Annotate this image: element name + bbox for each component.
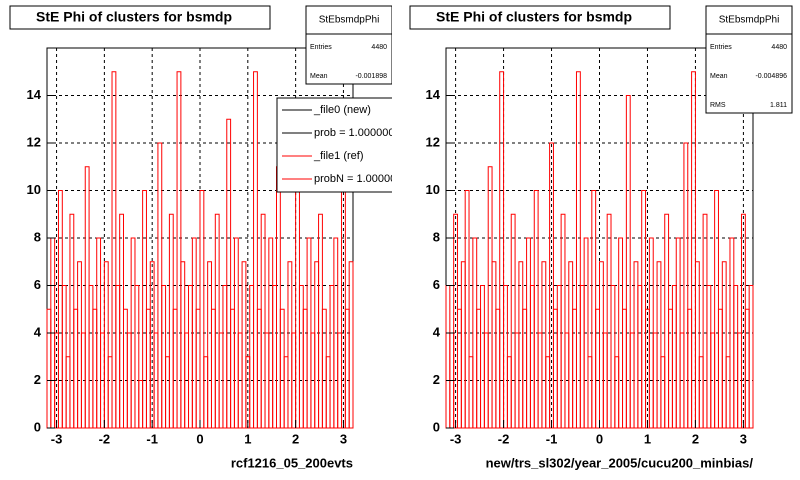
- histogram-bin: [625, 95, 631, 429]
- x-tick-label: 3: [740, 431, 747, 446]
- y-tick-label: 10: [426, 182, 440, 197]
- stats-value: -0.001898: [355, 73, 387, 80]
- histogram-bin: [533, 190, 539, 429]
- stats-label: Mean: [710, 73, 728, 80]
- y-tick-label: 14: [27, 87, 42, 102]
- x-tick-label: -2: [99, 431, 111, 446]
- stats-box: [305, 5, 392, 85]
- chart-title: StE Phi of clusters for bsmdp: [436, 9, 632, 25]
- legend-box: [276, 97, 392, 193]
- x-tick-label: -3: [450, 431, 462, 446]
- histogram-bin: [260, 213, 266, 429]
- legend-label: _file0 (new): [313, 104, 371, 116]
- stats-label: Entries: [310, 44, 332, 51]
- histogram-bin: [691, 71, 696, 429]
- legend-label: prob = 1.000000: [314, 127, 394, 139]
- histogram-bin: [560, 213, 566, 429]
- y-tick-label: 0: [34, 419, 41, 434]
- legend-label: probN = 1.000000: [314, 173, 402, 185]
- stats-box: [705, 5, 793, 114]
- chart-title: StE Phi of clusters for bsmdp: [36, 9, 232, 25]
- stats-value: 4480: [371, 44, 387, 51]
- x-tick-label: -3: [51, 431, 63, 446]
- x-tick-label: 0: [596, 431, 603, 446]
- x-tick-label: 3: [340, 431, 347, 446]
- histogram-bin: [214, 213, 220, 429]
- x-axis-label: new/trs_sl302/year_2005/cucu200_minbias/: [486, 455, 754, 470]
- y-tick-label: 4: [433, 324, 441, 339]
- histogram-bin: [721, 261, 727, 429]
- x-tick-label: -2: [498, 431, 510, 446]
- stats-label: Entries: [710, 44, 732, 51]
- histogram-bin: [541, 261, 547, 429]
- y-tick-label: 12: [27, 134, 41, 149]
- y-tick-label: 12: [426, 134, 440, 149]
- stats-title: StEbsmdpPhi: [319, 15, 380, 26]
- x-tick-label: -1: [546, 431, 558, 446]
- x-tick-label: 0: [196, 431, 203, 446]
- histogram-bin: [111, 71, 117, 429]
- histogram-bin: [348, 261, 354, 429]
- histogram-bin: [748, 285, 754, 429]
- histogram-bin: [464, 190, 470, 429]
- histogram-bin: [226, 118, 232, 429]
- x-axis-label: rcf1216_05_200evts: [231, 455, 353, 470]
- histogram-bin: [656, 261, 662, 429]
- histogram-bin: [575, 71, 581, 429]
- y-tick-label: 14: [426, 87, 441, 102]
- histogram-bin: [694, 261, 700, 429]
- stats-label: Mean: [310, 73, 328, 80]
- y-tick-label: 8: [433, 229, 440, 244]
- histogram-bin: [134, 285, 140, 429]
- title-box: [9, 5, 271, 30]
- histogram-bin: [253, 71, 258, 429]
- x-tick-label: 1: [244, 431, 251, 446]
- histogram-bin: [241, 261, 247, 429]
- y-tick-label: 6: [34, 277, 41, 292]
- stats-label: RMS: [710, 102, 726, 109]
- histogram-bin: [683, 142, 689, 429]
- histogram-bin: [176, 71, 182, 429]
- x-tick-label: 2: [292, 431, 299, 446]
- histogram-bin: [510, 213, 516, 429]
- x-tick-label: 2: [692, 431, 699, 446]
- y-tick-label: 8: [34, 229, 41, 244]
- histogram-bin: [499, 71, 505, 429]
- title-box: [409, 5, 671, 30]
- y-tick-label: 10: [27, 182, 41, 197]
- y-tick-label: 2: [433, 372, 440, 387]
- y-tick-label: 0: [433, 419, 440, 434]
- stats-value: 1.811: [770, 102, 787, 109]
- y-tick-label: 6: [433, 277, 440, 292]
- x-tick-label: -1: [146, 431, 158, 446]
- histogram-bin: [583, 237, 589, 429]
- histogram-bin: [103, 261, 109, 429]
- histogram-bin: [199, 190, 205, 429]
- y-tick-label: 4: [34, 324, 42, 339]
- x-tick-label: 1: [644, 431, 651, 446]
- stats-value: -0.004896: [755, 73, 787, 80]
- stats-value: 4480: [771, 44, 787, 51]
- legend-label: _file1 (ref): [313, 150, 364, 162]
- y-tick-label: 2: [34, 372, 41, 387]
- stats-title: StEbsmdpPhi: [719, 15, 780, 26]
